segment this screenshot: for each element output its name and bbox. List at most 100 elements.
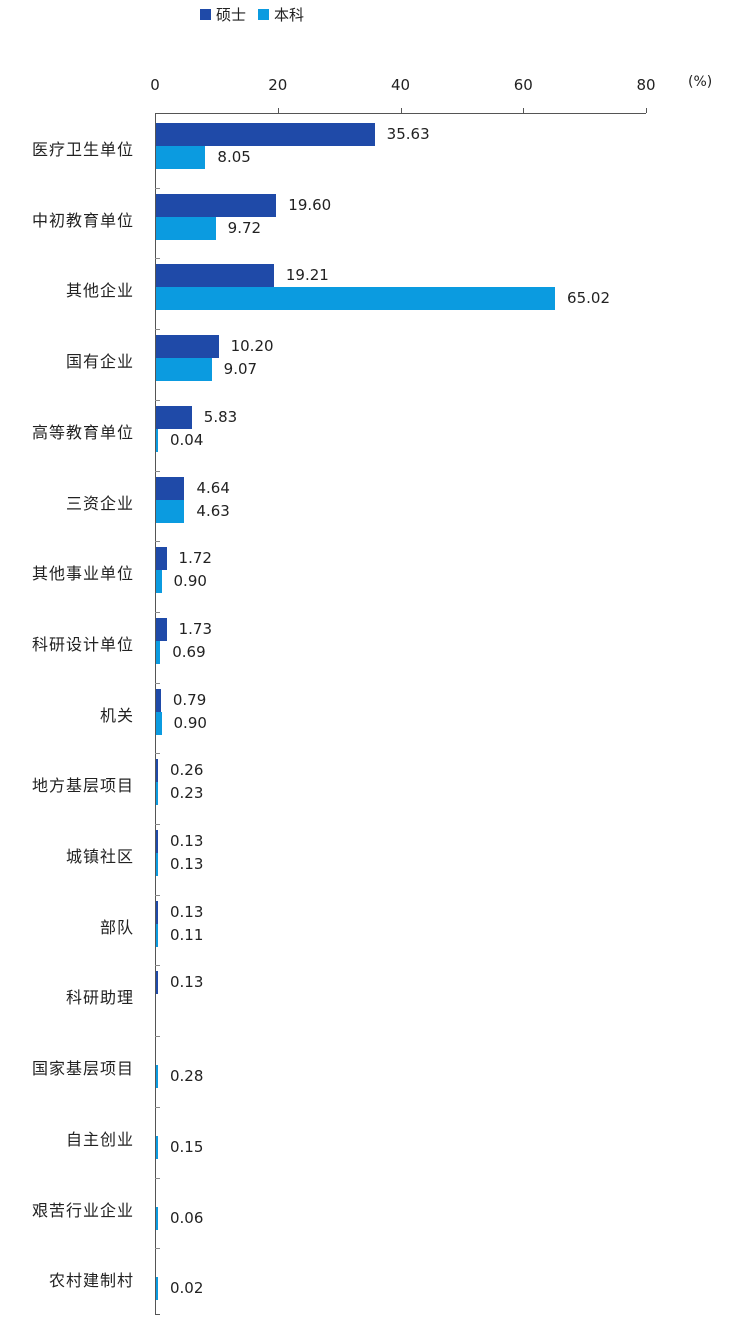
- value-label-bachelor: 65.02: [567, 289, 610, 308]
- bar-bachelor: [156, 358, 212, 382]
- bar-master: [156, 830, 158, 853]
- x-tick-label: 20: [268, 76, 288, 94]
- bar-bachelor: [156, 853, 158, 876]
- y-tick-mark: [155, 824, 160, 825]
- category-label: 农村建制村: [48, 1271, 134, 1291]
- category-label: 城镇社区: [65, 847, 134, 866]
- value-label-master: 1.73: [178, 619, 213, 638]
- bar-bachelor: [156, 711, 162, 735]
- x-axis-line: [155, 113, 646, 114]
- category-label: 其他事业单位: [31, 564, 134, 584]
- value-label-master: 35.63: [386, 125, 430, 143]
- value-label-bachelor: 0.02: [170, 1279, 204, 1298]
- bar-master: [156, 405, 192, 429]
- x-tick-mark: [277, 108, 279, 113]
- value-label-master: 5.83: [203, 407, 238, 426]
- bar-master: [156, 123, 375, 146]
- legend-item-bachelor: 本科: [258, 4, 304, 25]
- category-label: 三资企业: [65, 493, 134, 513]
- y-axis-line: [155, 113, 156, 1315]
- category-label: 高等教育单位: [31, 422, 134, 442]
- legend-swatch-bachelor: [258, 9, 270, 20]
- value-label-master: 0.79: [172, 690, 207, 709]
- bar-master: [156, 759, 158, 783]
- y-tick-mark: [155, 541, 160, 543]
- value-label-bachelor: 0.15: [170, 1137, 204, 1156]
- y-tick-mark: [155, 894, 160, 896]
- bar-master: [156, 971, 158, 995]
- y-tick-mark: [155, 1036, 160, 1038]
- category-label: 中初教育单位: [31, 210, 134, 230]
- bar-bachelor: [156, 428, 158, 452]
- bar-bachelor: [156, 287, 556, 311]
- y-tick-mark: [155, 470, 160, 472]
- bar-master: [156, 688, 161, 712]
- category-label: 科研助理: [65, 988, 134, 1008]
- x-tick-mark: [523, 108, 525, 113]
- legend-label-bachelor: 本科: [274, 6, 305, 24]
- value-label-bachelor: 9.72: [227, 218, 262, 237]
- bar-bachelor: [156, 782, 158, 806]
- y-tick-mark: [155, 329, 160, 331]
- bar-master: [156, 335, 219, 359]
- y-tick-mark: [155, 1177, 160, 1179]
- y-tick-mark: [155, 187, 160, 189]
- value-label-bachelor: 0.90: [173, 572, 207, 591]
- legend-swatch-master: [200, 9, 211, 20]
- y-tick-mark: [155, 258, 160, 260]
- bar-bachelor: [156, 570, 162, 594]
- value-label-master: 4.64: [196, 478, 230, 497]
- bar-bachelor: [156, 1065, 158, 1089]
- y-tick-mark: [155, 399, 160, 401]
- value-label-bachelor: 0.11: [170, 925, 204, 944]
- bar-master: [156, 900, 158, 924]
- value-label-bachelor: 0.23: [170, 784, 204, 803]
- value-label-bachelor: 8.05: [217, 148, 251, 166]
- bar-bachelor: [156, 1206, 158, 1230]
- category-label: 自主创业: [65, 1129, 134, 1149]
- bar-bachelor: [156, 146, 206, 169]
- x-tick-label: 60: [513, 76, 533, 94]
- category-label: 医疗卫生单位: [31, 140, 134, 159]
- category-label: 国家基层项目: [31, 1059, 134, 1079]
- category-label: 机关: [99, 705, 134, 725]
- value-label-bachelor: 4.63: [196, 501, 230, 520]
- category-label: 部队: [99, 917, 134, 937]
- value-label-bachelor: 9.07: [223, 360, 258, 379]
- value-label-master: 19.21: [285, 266, 329, 285]
- x-tick-label: 40: [390, 76, 411, 94]
- x-tick-label: 80: [636, 76, 656, 94]
- bar-master: [156, 264, 274, 288]
- value-label-master: 1.72: [178, 549, 212, 568]
- bar-bachelor: [156, 1135, 158, 1159]
- bar-bachelor: [156, 923, 158, 947]
- category-label: 其他企业: [65, 281, 134, 301]
- category-label: 科研设计单位: [31, 634, 134, 654]
- value-label-master: 19.60: [288, 195, 332, 214]
- y-tick-mark: [155, 682, 160, 684]
- legend: 硕士 本科: [200, 4, 304, 25]
- value-label-bachelor: 0.90: [173, 713, 207, 732]
- y-tick-mark: [155, 1106, 160, 1108]
- x-tick-label: 0: [150, 76, 160, 94]
- y-tick-mark: [155, 611, 160, 613]
- y-tick-mark: [155, 1248, 160, 1250]
- bar-master: [156, 193, 277, 217]
- bar-bachelor: [156, 499, 185, 523]
- bar-bachelor: [156, 640, 161, 664]
- bar-master: [156, 547, 167, 571]
- category-label: 艰苦行业企业: [31, 1200, 134, 1220]
- value-label-master: 0.26: [170, 761, 204, 780]
- value-label-bachelor: 0.06: [170, 1208, 204, 1227]
- unit-label: (%): [688, 74, 713, 90]
- bar-master: [156, 476, 185, 500]
- y-tick-mark: [155, 753, 160, 755]
- value-label-bachelor: 0.13: [170, 855, 204, 873]
- value-label-master: 10.20: [230, 337, 274, 356]
- value-label-bachelor: 0.04: [170, 430, 204, 449]
- value-label-master: 0.13: [170, 902, 204, 921]
- value-label-master: 0.13: [170, 973, 204, 992]
- legend-item-master: 硕士: [200, 4, 246, 25]
- y-tick-mark: [155, 965, 160, 967]
- legend-label-master: 硕士: [216, 6, 247, 24]
